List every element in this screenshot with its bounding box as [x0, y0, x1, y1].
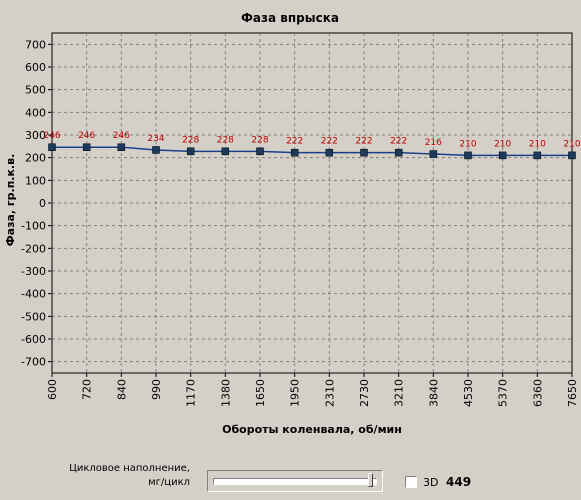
y-tick-label: 100: [25, 174, 46, 187]
data-label: 210: [529, 139, 546, 149]
y-tick-label: -200: [21, 242, 46, 255]
data-label: 228: [182, 135, 199, 145]
y-tick-label: -100: [21, 220, 46, 233]
data-label: 216: [425, 138, 442, 148]
data-point-marker: [464, 151, 472, 160]
data-point-marker: [290, 148, 299, 157]
data-label: 234: [147, 134, 164, 144]
x-tick-label: 720: [81, 379, 94, 400]
y-axis-title: Фаза, гр.п.к.в.: [4, 154, 17, 247]
data-label: 210: [459, 139, 476, 149]
y-tick-label: -700: [21, 356, 46, 369]
data-label: 222: [286, 137, 303, 147]
data-point-marker: [394, 148, 403, 157]
x-tick-label: 840: [115, 379, 128, 400]
data-point-marker: [360, 148, 368, 157]
cycle-fill-slider[interactable]: [207, 470, 383, 492]
data-point-marker: [256, 147, 264, 156]
3d-checkbox-label[interactable]: 3D: [423, 476, 439, 489]
x-tick-label: 6360: [531, 379, 544, 407]
y-tick-label: -300: [21, 265, 46, 278]
data-label: 222: [321, 137, 338, 147]
y-tick-label: 0: [39, 197, 46, 210]
data-label: 246: [78, 131, 95, 141]
data-point-marker: [186, 147, 195, 156]
data-label: 246: [43, 131, 60, 141]
data-point-marker: [533, 151, 542, 160]
data-point-marker: [48, 143, 56, 151]
data-point-marker: [429, 150, 438, 158]
data-point-marker: [117, 143, 126, 151]
slider-thumb[interactable]: [368, 473, 374, 487]
x-tick-label: 3210: [393, 379, 406, 407]
data-label: 210: [494, 139, 511, 149]
x-tick-label: 1650: [254, 379, 267, 407]
y-tick-label: 400: [25, 106, 46, 119]
fill-value: 449: [446, 475, 472, 489]
y-tick-label: -600: [21, 333, 46, 346]
x-tick-label: 5370: [497, 379, 510, 407]
x-tick-label: 1380: [219, 379, 232, 407]
y-tick-label: -400: [21, 288, 46, 301]
data-point-marker: [568, 151, 576, 160]
data-point-marker: [82, 143, 91, 151]
data-point-marker: [221, 147, 230, 156]
data-label: 246: [113, 131, 130, 141]
x-tick-label: 1950: [289, 379, 302, 407]
data-label: 222: [390, 137, 407, 147]
chart-title: Фаза впрыска: [241, 11, 339, 25]
y-tick-label: -500: [21, 310, 46, 323]
series-line: [52, 146, 572, 157]
data-point-marker: [152, 146, 160, 154]
data-label: 228: [217, 135, 234, 145]
fill-label-line2: мг/цикл: [148, 477, 190, 488]
x-tick-label: 7650: [566, 379, 579, 407]
fill-label-line1: Цикловое наполнение,: [69, 463, 190, 474]
3d-checkbox[interactable]: [405, 476, 417, 488]
x-tick-label: 990: [150, 379, 163, 400]
data-label: 210: [563, 139, 580, 149]
y-tick-label: 200: [25, 152, 46, 165]
y-tick-label: 700: [25, 38, 46, 51]
x-tick-label: 2310: [323, 379, 336, 407]
x-tick-label: 4530: [462, 379, 475, 407]
x-tick-label: 2730: [358, 379, 371, 407]
x-axis-title: Обороты коленвала, об/мин: [222, 423, 402, 436]
x-tick-label: 3840: [427, 379, 440, 407]
x-tick-label: 600: [46, 379, 59, 400]
data-label: 222: [355, 137, 372, 147]
y-tick-label: 600: [25, 61, 46, 74]
y-tick-label: 500: [25, 84, 46, 97]
data-point-marker: [325, 148, 334, 157]
slider-track[interactable]: [213, 478, 377, 485]
y-tick-label: 300: [25, 129, 46, 142]
data-point-marker: [498, 151, 507, 160]
data-label: 228: [251, 135, 268, 145]
x-tick-label: 1170: [185, 379, 198, 407]
